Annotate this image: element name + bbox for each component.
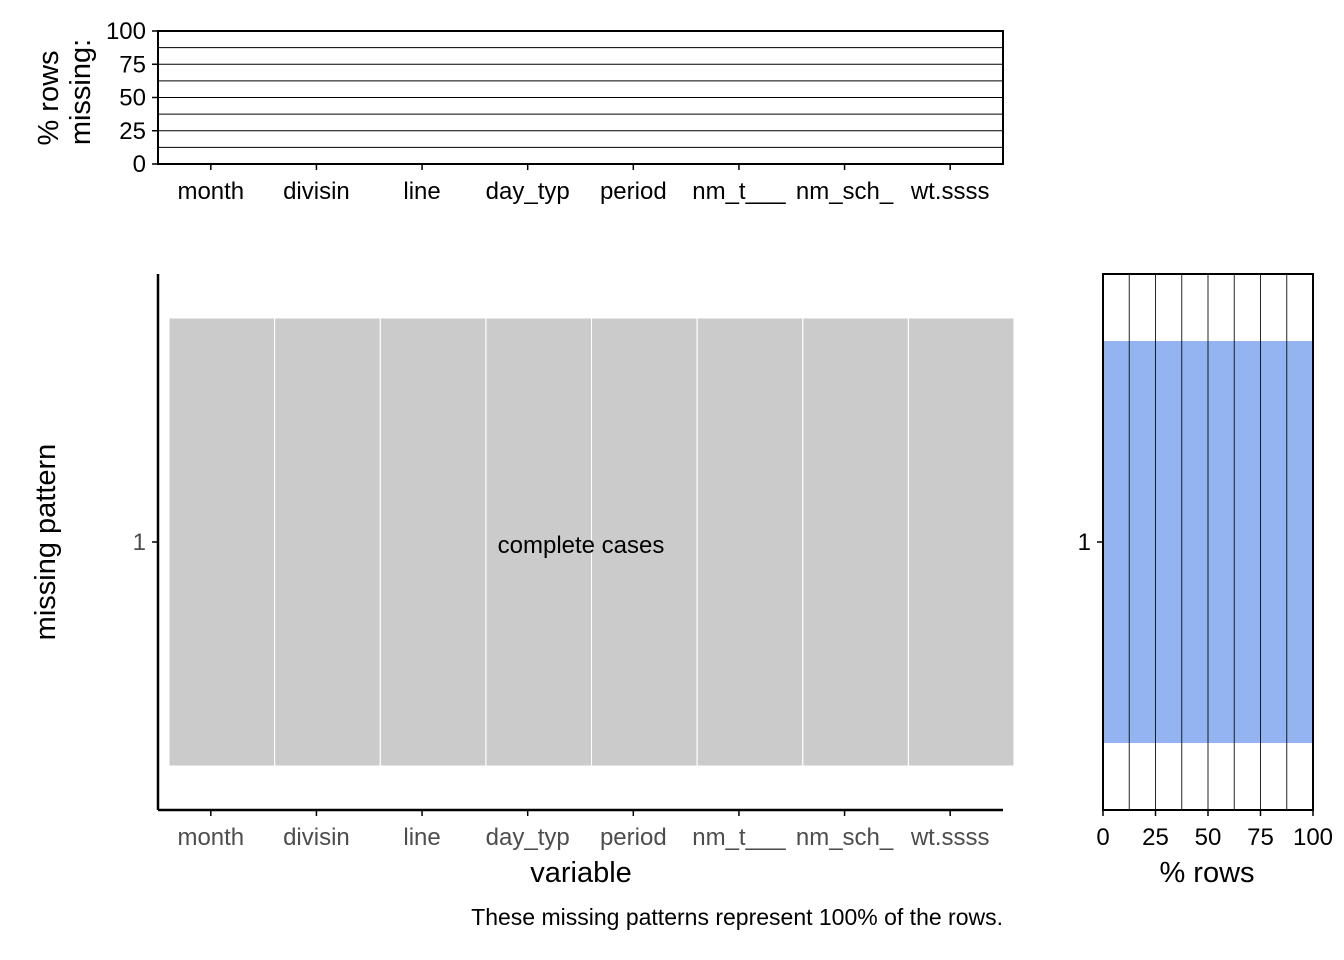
top-ytick-label: 75	[119, 51, 146, 78]
pattern-cell-divisin	[275, 318, 380, 766]
main-xtick-label: period	[600, 824, 667, 851]
pattern-cell-month	[169, 318, 275, 766]
main-ylabel: missing pattern	[30, 444, 62, 641]
right-xlabel: % rows	[1159, 857, 1254, 889]
right-xtick-label: 0	[1096, 824, 1109, 851]
top-xtick-label: divisin	[283, 178, 350, 205]
top-xtick-label: day_typ	[486, 178, 570, 205]
pattern-cell-day_typ	[486, 318, 591, 766]
main-xtick-label: day_typ	[486, 824, 570, 851]
complete-cases-annotation: complete cases	[498, 532, 665, 559]
pattern-cell-period	[592, 318, 697, 766]
caption: These missing patterns represent 100% of…	[471, 904, 1003, 930]
top-xtick-label: nm_t___	[692, 178, 786, 205]
main-xtick-label: nm_sch_	[796, 824, 894, 851]
top-ytick-label: 50	[119, 85, 146, 112]
top-ylabel-line1: % rows	[33, 50, 65, 145]
top-xtick-label: period	[600, 178, 667, 205]
pattern-cell-wt.ssss	[908, 318, 1014, 766]
right-xtick-label: 75	[1247, 824, 1274, 851]
right-xtick-label: 100	[1293, 824, 1333, 851]
top-xtick-label: nm_sch_	[796, 178, 894, 205]
top-xtick-label: wt.ssss	[910, 178, 990, 205]
main-xtick-label: divisin	[283, 824, 350, 851]
main-xlabel: variable	[530, 857, 632, 889]
top-ytick-label: 25	[119, 118, 146, 145]
top-ytick-label: 0	[133, 151, 146, 178]
main-xtick-label: line	[403, 824, 440, 851]
main-xtick-label: wt.ssss	[910, 824, 990, 851]
main-xtick-label: nm_t___	[692, 824, 786, 851]
main-xtick-label: month	[177, 824, 244, 851]
right-xtick-label: 50	[1195, 824, 1222, 851]
main-panel: complete cases 1 month divisin line day_typ p…	[30, 274, 1014, 889]
right-panel: 1 0 25 50 75 100 % rows	[1078, 273, 1333, 889]
pattern-cell-line	[380, 318, 486, 766]
right-xtick-label: 25	[1142, 824, 1169, 851]
pattern-cell-nm_t___	[697, 318, 803, 766]
pattern-cell-nm_sch_	[803, 318, 908, 766]
top-ylabel-line2: missing:	[65, 39, 97, 145]
top-xtick-label: line	[403, 178, 440, 205]
main-ytick-label: 1	[133, 529, 146, 556]
right-ytick-label: 1	[1078, 529, 1091, 556]
top-ytick-label: 100	[106, 18, 146, 45]
top-xtick-label: month	[177, 178, 244, 205]
